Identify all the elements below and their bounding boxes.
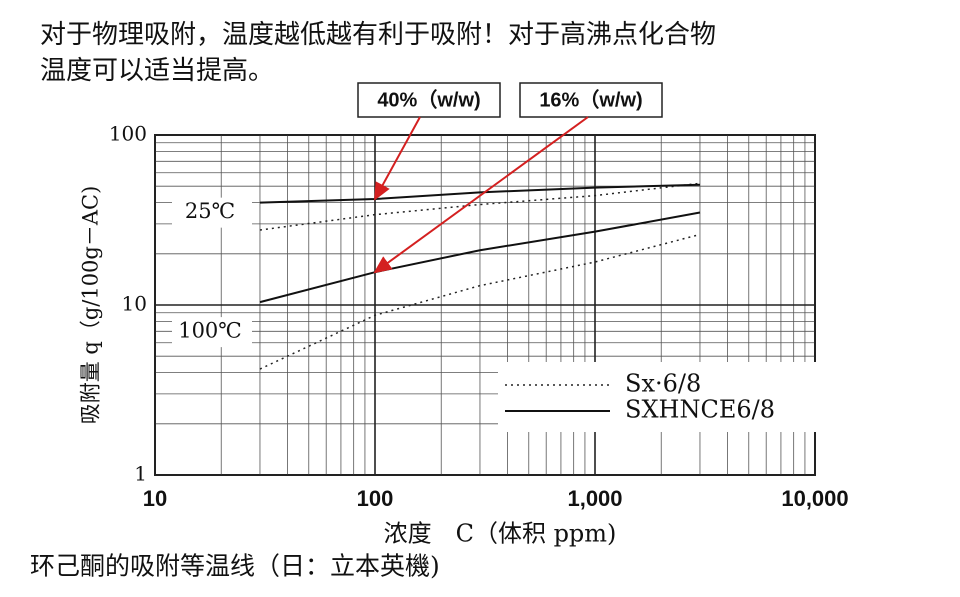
legend-label: SXHNCE6/8 (625, 396, 775, 424)
annotation: 40%（w/w) (377, 88, 480, 111)
x-tick-label: 10 (143, 486, 167, 511)
temperature-label: 100℃ (178, 319, 242, 343)
header-line: 温度可以适当提高。 (40, 56, 274, 86)
x-tick-label: 10,000 (781, 486, 848, 511)
y-tick-label: 100 (109, 122, 147, 146)
x-axis-label: 浓度 C（体积 ppm) (384, 520, 617, 548)
label-bg (172, 197, 252, 228)
y-axis-label: 吸附量 q（g/100g－AC) (79, 186, 103, 425)
y-tick-label: 1 (134, 462, 147, 486)
series-line (259, 183, 700, 204)
legend-box (498, 362, 816, 432)
header-line: 对于物理吸附，温度越低越有利于吸附！对于高沸点化合物 (40, 20, 716, 50)
temperature-label: 25℃ (185, 199, 235, 223)
annotation-box (519, 82, 663, 118)
series-line (259, 182, 701, 231)
annotation-arrow (374, 116, 421, 201)
x-tick-label: 1,000 (567, 486, 622, 511)
caption: 环己酮的吸附等温线（日：立本英機) (30, 552, 440, 581)
series-line (259, 233, 701, 370)
y-tick-label: 10 (122, 292, 147, 316)
x-tick-label: 100 (357, 486, 394, 511)
annotation-arrow (373, 116, 589, 274)
series-line (259, 211, 701, 304)
annotation-box (357, 82, 501, 118)
legend-label: Sx·6/8 (625, 370, 701, 398)
annotation: 16%（w/w) (539, 88, 642, 111)
label-bg (172, 317, 252, 348)
